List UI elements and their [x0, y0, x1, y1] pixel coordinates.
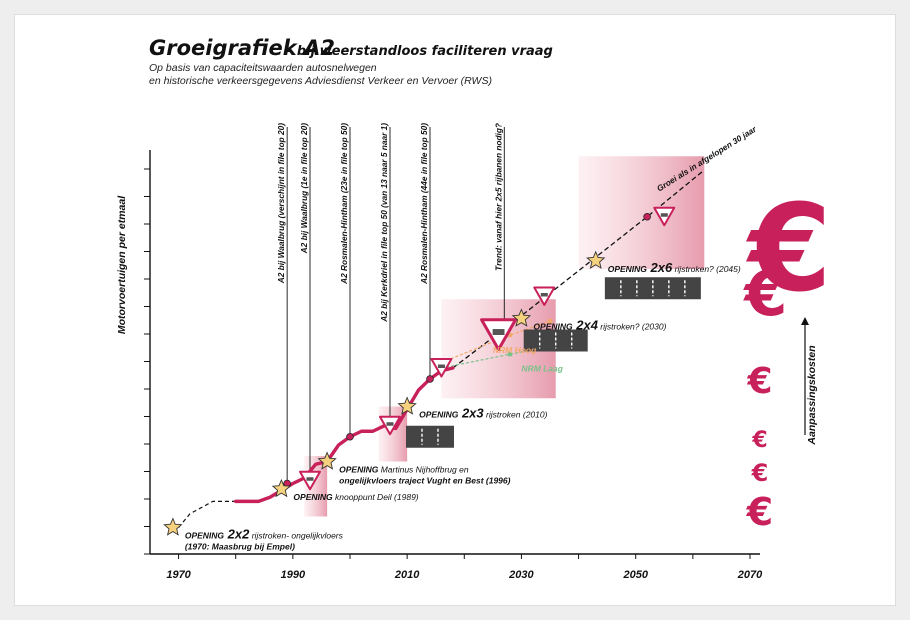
y-axis-label: Motorvoertuigen per etmaal: [116, 195, 128, 334]
opening-type-5: 2x6: [647, 260, 673, 275]
event-label-4: A2 Rosmalen-Hintham (44e in file top 50): [419, 123, 429, 285]
opening-word-5: OPENING: [608, 264, 648, 274]
opening-rest-5: rijstroken? (2045): [672, 264, 741, 274]
opening-type-0: 2x2: [224, 527, 250, 542]
euro-icon-0: €: [745, 180, 832, 319]
chart-frame: Groeigrafiek A2 - bij weerstandloos faci…: [14, 14, 896, 606]
opening-rest-2: Martinus Nijhoffbrug en: [378, 465, 469, 475]
event-label-0: A2 bij Waalbrug (verschijnt in file top …: [276, 123, 286, 285]
opening-star-icon-1: [271, 478, 292, 498]
nrm-laag-label: NRM Laag: [521, 363, 563, 373]
opening-star-icon-5: [586, 250, 606, 269]
x-tick-label-1990: 1990: [281, 569, 306, 581]
x-tick-label-2050: 2050: [622, 569, 648, 581]
chart-title-suffix: - bij weerstandloos faciliteren vraag: [287, 44, 553, 59]
euro-icon-3: €: [751, 428, 767, 453]
cost-axis-label: Aanpassingskosten: [806, 345, 818, 445]
opening-word-0: OPENING: [185, 531, 225, 541]
cost-axis-arrow: [801, 317, 809, 435]
euro-icon-2: €: [746, 361, 772, 402]
opening-rest-0: rijstroken- ongelijkvloers: [249, 531, 343, 541]
nrm-hoog-dot: [547, 318, 553, 324]
warning-car-icon-2: [437, 364, 445, 368]
opening-rest-3: rijstroken (2010): [484, 410, 548, 420]
opening-rest-1: knooppunt Deil (1989): [333, 492, 419, 502]
opening-label-1: OPENING knooppunt Deil (1989): [293, 492, 418, 502]
opening-type-3: 2x3: [458, 406, 484, 421]
event-dot-4: [426, 375, 434, 383]
warning-car-icon-3: [492, 329, 505, 335]
euro-icon-5: €: [746, 490, 773, 534]
axes: 1970 1990 2010 2030 2050 2070: [144, 150, 763, 581]
opening-label-5: OPENING 2x6 rijstroken? (2045): [608, 260, 741, 275]
nrm-laag-mid-dot: [507, 351, 513, 357]
shaded-zone-3: [578, 156, 705, 269]
event-label-3: A2 bij Kerkdriel in file top 50 (van 13 …: [379, 123, 389, 323]
cost-euros: €€€€€€: [742, 180, 831, 534]
trend-line: [452, 169, 705, 369]
opening-word-1: OPENING: [293, 492, 333, 502]
warning-car-icon-0: [306, 477, 314, 481]
opening-star-icon-3: [397, 396, 417, 415]
x-tick-label-2070: 2070: [737, 569, 763, 581]
road-icon-0: [406, 425, 454, 448]
euro-icon-4: €: [751, 459, 769, 487]
warning-car-icon-4: [540, 293, 548, 297]
event-dot-2: [346, 432, 354, 441]
event-dot-6: [643, 212, 651, 221]
x-tick-label-1970: 1970: [166, 569, 191, 581]
event-label-2: A2 Rosmalen-Hintham (23e in file top 50): [339, 123, 349, 285]
nrm-hoog-line: [441, 320, 551, 364]
opening-label-2: OPENING Martinus Nijhoffbrug en: [339, 465, 469, 475]
euro-icon-1: €: [742, 257, 787, 330]
opening-star-icon-4: [511, 308, 532, 327]
warning-car-icon-1: [386, 422, 394, 426]
opening-label-line2-2: ongelijkvloers traject Vught en Best (19…: [339, 476, 510, 486]
opening-type-4: 2x4: [573, 318, 599, 333]
opening-label-line2-0: (1970: Maasbrug bij Empel): [185, 542, 295, 552]
history-dashed-line: [178, 500, 236, 528]
opening-star-icon-2: [317, 451, 337, 470]
x-tick-label-2010: 2010: [394, 569, 420, 581]
x-tick-label-2030: 2030: [508, 569, 534, 581]
opening-rest-4: rijstroken? (2030): [598, 322, 667, 332]
markers: [163, 206, 701, 536]
chart-title: Groeigrafiek A2: [149, 36, 335, 60]
warning-car-icon-5: [660, 213, 668, 217]
opening-word-4: OPENING: [533, 322, 573, 332]
opening-word-3: OPENING: [419, 410, 459, 420]
event-label-5: Trend: vanaf hier 2x5 rijbanen nodig?: [493, 123, 503, 271]
event-label-1: A2 bij Waalbrug (1e in file top 20): [299, 123, 309, 255]
event-lines: [286, 127, 505, 484]
opening-label-0: OPENING 2x2 rijstroken- ongelijkvloers: [185, 527, 344, 542]
opening-label-4: OPENING 2x4 rijstroken? (2030): [533, 318, 666, 333]
opening-word-2: OPENING: [339, 465, 379, 475]
chart-subtitle-line-1: Op basis van capaciteitswaarden autosnel…: [149, 62, 377, 74]
chart-subtitle-line-2: en historische verkeersgegevens Adviesdi…: [149, 75, 492, 87]
growth-chart: Groeigrafiek A2 - bij weerstandloos faci…: [116, 36, 832, 581]
nrm-hoog-label: NRM Hoog: [493, 345, 537, 355]
opening-star-icon-0: [163, 517, 183, 536]
opening-label-3: OPENING 2x3 rijstroken (2010): [419, 406, 547, 421]
